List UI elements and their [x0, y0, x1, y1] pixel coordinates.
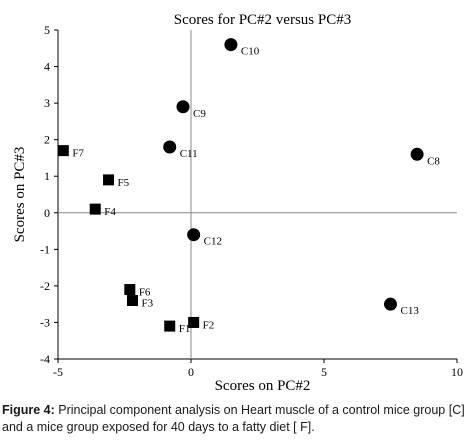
- x-tick-label: 10: [451, 365, 463, 379]
- point-c10: [224, 38, 238, 52]
- y-tick-label: 4: [44, 60, 50, 74]
- point-f3: [126, 295, 138, 307]
- point-label-f4: F4: [104, 206, 116, 218]
- point-label-f1: F1: [179, 323, 191, 335]
- y-axis-label: Scores on PC#3: [12, 147, 28, 243]
- point-label-c10: C10: [241, 46, 260, 58]
- point-f6: [124, 284, 136, 296]
- figure-caption: Figure 4: Principal component analysis o…: [2, 402, 468, 436]
- y-tick-label: 0: [44, 206, 50, 220]
- point-f2: [188, 316, 200, 328]
- point-c8: [410, 147, 424, 161]
- y-tick-label: -1: [40, 242, 50, 256]
- x-tick-label: 5: [321, 365, 327, 379]
- x-tick-label: 0: [188, 365, 194, 379]
- point-label-f5: F5: [118, 177, 130, 189]
- point-c13: [384, 297, 397, 311]
- point-c9: [176, 100, 190, 114]
- y-tick-label: 2: [44, 133, 50, 147]
- point-label-c9: C9: [193, 108, 206, 120]
- point-label-f3: F3: [141, 298, 153, 310]
- caption-text: Principal component analysis on Heart mu…: [2, 403, 465, 434]
- point-f4: [89, 203, 101, 215]
- caption-lead: Figure 4:: [2, 403, 55, 417]
- chart-title: Scores for PC#2 versus PC#3: [174, 12, 352, 28]
- y-tick-label: -2: [40, 279, 50, 293]
- y-tick-label: -3: [40, 315, 50, 329]
- point-label-c11: C11: [180, 148, 198, 160]
- scatter-chart: Scores for PC#2 versus PC#3 -4 -3 -2 -1 0 1 2 3 4…: [12, 12, 463, 394]
- y-tick-label: 3: [44, 96, 50, 110]
- point-label-f6: F6: [139, 287, 151, 299]
- point-f5: [103, 174, 115, 186]
- y-tick-label: 1: [44, 169, 50, 183]
- x-axis-label: Scores on PC#2: [215, 378, 311, 394]
- x-tick-label: -5: [53, 365, 63, 379]
- point-c12: [187, 228, 201, 242]
- point-label-c8: C8: [427, 155, 440, 167]
- point-label-c12: C12: [204, 236, 222, 248]
- point-label-f2: F2: [203, 319, 215, 331]
- y-tick-label: 5: [44, 23, 50, 37]
- point-c11: [163, 140, 177, 154]
- point-f1: [164, 320, 176, 332]
- point-label-c13: C13: [401, 305, 420, 317]
- point-f7: [57, 145, 69, 157]
- y-tick-label: -4: [40, 352, 50, 366]
- point-label-f7: F7: [72, 148, 84, 160]
